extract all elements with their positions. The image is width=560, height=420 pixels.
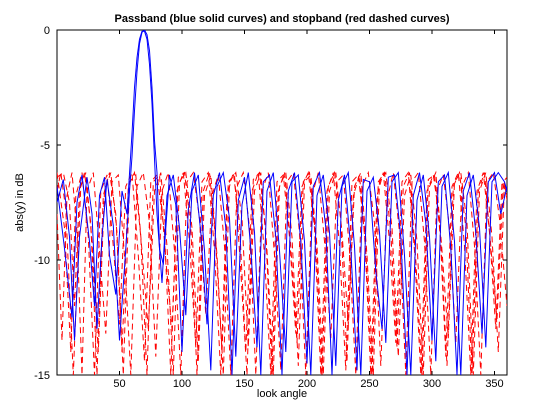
x-tick-label: 100 <box>173 378 191 390</box>
x-tick-label: 300 <box>423 378 441 390</box>
x-tick-label: 200 <box>298 378 316 390</box>
passband-curve-1 <box>57 30 507 375</box>
stopband-curve-4 <box>57 170 507 375</box>
y-tick-label: -5 <box>40 140 50 152</box>
x-tick-label: 150 <box>235 378 253 390</box>
stopband-curve-5 <box>57 170 507 375</box>
series-layer <box>57 30 507 375</box>
plot-area <box>56 29 508 376</box>
y-tick-label: 0 <box>44 25 50 37</box>
passband-curve-2 <box>57 30 507 375</box>
x-tick-label: 50 <box>113 378 125 390</box>
y-axis-label: abs(y) in dB <box>14 173 26 232</box>
x-axis-label: look angle <box>257 388 307 400</box>
x-tick-label: 250 <box>360 378 378 390</box>
chart-title: Passband (blue solid curves) and stopban… <box>115 13 450 25</box>
axis-ticks: 50 100 150 200 250 300 350 0 -5 -10 -15 <box>34 25 507 390</box>
x-tick-label: 350 <box>485 378 503 390</box>
y-tick-label: -10 <box>34 255 50 267</box>
y-tick-label: -15 <box>34 370 50 382</box>
